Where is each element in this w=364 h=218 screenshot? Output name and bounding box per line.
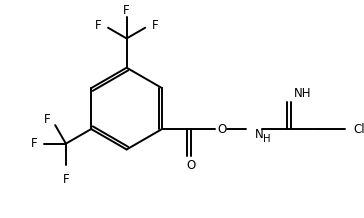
Text: F: F [63, 173, 69, 186]
Text: F: F [123, 4, 130, 17]
Text: F: F [44, 113, 50, 126]
Text: F: F [95, 19, 101, 32]
Text: F: F [152, 19, 159, 32]
Text: H: H [263, 134, 271, 144]
Text: O: O [187, 158, 196, 172]
Text: N: N [254, 128, 263, 141]
Text: NH: NH [293, 87, 311, 100]
Text: O: O [218, 123, 227, 136]
Text: F: F [31, 137, 37, 150]
Text: Cl: Cl [353, 123, 364, 136]
